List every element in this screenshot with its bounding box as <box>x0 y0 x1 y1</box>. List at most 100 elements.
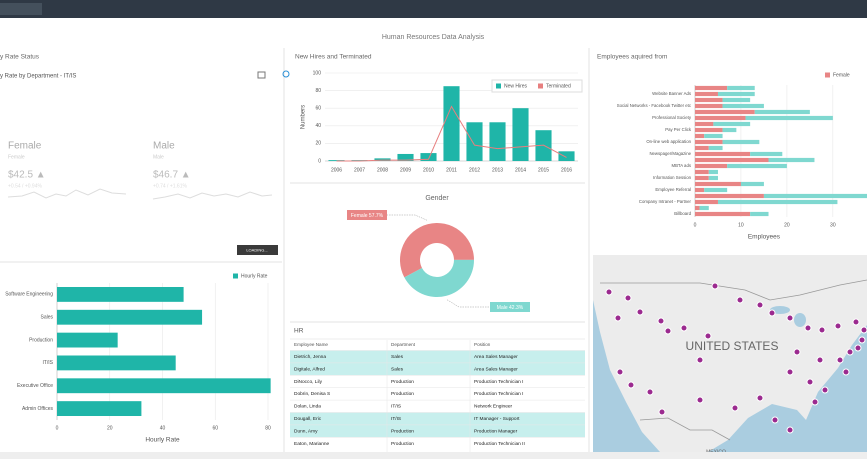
bar <box>713 121 751 127</box>
page-title: Human Resources Data Analysis <box>382 34 485 41</box>
map-marker <box>627 381 635 389</box>
y-tick-label: Professional Society <box>652 115 692 120</box>
bar <box>727 85 755 91</box>
bar <box>695 157 769 163</box>
data-label-box <box>490 302 530 312</box>
x-tick-label: 40 <box>160 425 166 431</box>
leader-line <box>387 214 428 221</box>
column-header: Position <box>474 342 491 347</box>
x-tick-label: 2011 <box>446 167 457 173</box>
bar <box>695 181 741 187</box>
map-marker <box>842 368 850 376</box>
map-label: UNITED STATES <box>686 339 779 353</box>
legend-swatch <box>825 72 830 78</box>
bar <box>57 286 184 302</box>
x-axis-label: Employees <box>748 234 781 241</box>
table-cell: IT/IS <box>391 404 401 410</box>
loading-button[interactable] <box>237 245 278 255</box>
map-marker <box>804 324 812 332</box>
bar <box>695 187 705 193</box>
map-marker <box>657 317 665 325</box>
row-highlight <box>290 412 585 425</box>
card-label: Male <box>153 141 175 152</box>
bar <box>57 378 271 394</box>
map-marker <box>664 327 672 335</box>
table-cell: Production Technician I <box>474 379 524 385</box>
table-cell: Dougall, Eric <box>294 416 322 422</box>
map-marker <box>834 322 842 330</box>
y-tick-label: Employee Referral <box>655 187 691 192</box>
donut-slice <box>404 259 474 298</box>
x-tick-label: 20 <box>107 425 113 431</box>
y-tick-label: 20 <box>315 141 321 147</box>
bar <box>57 401 142 417</box>
map-marker <box>860 326 867 334</box>
donut-slice <box>400 223 474 278</box>
bar <box>740 181 764 187</box>
legend-label: Terminated <box>546 83 571 89</box>
bar <box>397 153 414 161</box>
table-cell: Sales <box>391 366 404 372</box>
chart-title: Gender <box>425 195 449 202</box>
row-highlight <box>290 424 585 438</box>
bar <box>695 205 700 211</box>
card-sub: Male <box>153 154 164 160</box>
legend-swatch <box>496 83 501 89</box>
settings-icon[interactable] <box>282 70 290 78</box>
map-marker <box>858 336 866 344</box>
bar <box>717 199 838 205</box>
x-axis-label: Hourly Rate <box>145 437 180 444</box>
export-icon[interactable] <box>257 71 266 79</box>
bar <box>57 355 176 371</box>
map-marker <box>793 348 801 356</box>
x-tick-label: 10 <box>738 222 744 228</box>
card-value: $42.5 ▲ <box>8 170 46 181</box>
bar <box>722 127 737 133</box>
bar <box>695 91 718 97</box>
panel-subtitle: y Rate by Department - IT/IS <box>0 74 76 80</box>
table-cell: Network Engineer <box>474 404 513 410</box>
column-header: Employee Name <box>294 342 328 347</box>
bar <box>708 145 723 151</box>
bar <box>695 139 723 145</box>
table-cell: Dobrin, Denisa S <box>294 391 330 397</box>
y-tick-label: MBTA ads <box>671 163 691 168</box>
table-cell: Dolan, Linda <box>294 404 321 410</box>
bar <box>695 175 709 181</box>
y-tick-label: Information Session <box>653 175 692 180</box>
bar <box>695 103 723 109</box>
bar <box>750 151 783 157</box>
bar <box>768 157 815 163</box>
map-lake <box>794 313 806 327</box>
map-marker <box>768 309 776 317</box>
map-marker <box>696 396 704 404</box>
y-tick-label: 0 <box>318 158 321 164</box>
y-tick-label: Admin Offices <box>22 406 54 412</box>
bar <box>695 121 714 127</box>
table-cell: Sales <box>391 354 404 360</box>
x-tick-label: 2006 <box>331 167 342 173</box>
footer-bar <box>0 452 867 459</box>
y-tick-label: 40 <box>315 123 321 129</box>
map-marker <box>711 282 719 290</box>
bar <box>750 211 769 217</box>
bar <box>695 109 755 115</box>
table-cell: IT Manager - Support <box>474 416 520 422</box>
y-tick-label: Company Intranet - Partner <box>639 199 692 204</box>
map-marker <box>646 388 654 396</box>
map-marker <box>806 378 814 386</box>
table-title: HR <box>294 328 304 335</box>
map-marker <box>786 368 794 376</box>
map-marker <box>846 348 854 356</box>
bar <box>695 169 709 175</box>
bar <box>722 139 760 145</box>
bar <box>708 175 718 181</box>
map[interactable]: UNITED STATES MEXICO <box>593 255 867 455</box>
y-tick-label: 60 <box>315 106 321 112</box>
y-tick-label: Social Networks - Facebook Twitter etc <box>617 103 692 108</box>
bar <box>704 187 728 193</box>
logo[interactable] <box>0 3 42 15</box>
table-cell: IT/IS <box>391 416 401 422</box>
bar <box>57 332 118 348</box>
